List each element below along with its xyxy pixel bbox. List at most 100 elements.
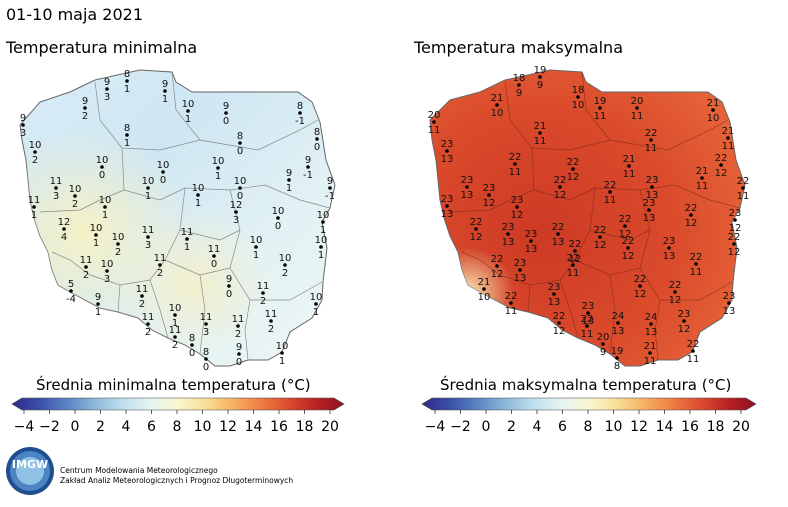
min-station: 90 [226,274,232,300]
max-station-dot [732,242,736,246]
min-station-dot [190,343,194,347]
max-station: 189 [513,73,526,99]
max-station-dot [741,186,745,190]
min-station: 101 [317,210,330,236]
min-tick-label: 10 [194,419,212,435]
min-station: 101 [250,235,263,261]
min-tick-label: 18 [296,419,314,435]
max-station-extreme: 11 [722,141,735,152]
max-station-value: 22 [491,254,504,265]
min-station: 5-4 [66,279,76,305]
min-station-extreme: 1 [195,198,201,209]
min-station-extreme: 1 [286,183,292,194]
colorbar-min: −4 −2 0 2 4 6 8 10 12 14 16 18 20 [11,397,345,435]
min-station: 101 [99,195,112,221]
min-station-extreme: 1 [93,238,99,249]
min-station-dot [236,324,240,328]
min-station-value: 8 [314,127,320,138]
max-station: 209 [597,332,610,358]
max-tick-label: −2 [450,419,471,435]
max-station-value: 22 [669,280,682,291]
max-tick-label: 18 [707,419,725,435]
max-station-value: 23 [723,291,736,302]
max-station-value: 23 [461,175,474,186]
min-station-dot [100,165,104,169]
min-station-dot [185,237,189,241]
min-station-extreme: 2 [72,199,78,210]
max-station-dot [700,176,704,180]
max-station-dot [517,83,521,87]
min-station: 101 [169,303,182,329]
max-station-extreme: 12 [483,198,496,209]
max-station-dot [608,190,612,194]
min-station: 80 [314,127,320,153]
min-station-extreme: -1 [295,116,305,127]
min-station: 123 [230,200,243,226]
min-station-value: 11 [142,312,155,323]
max-station-dot [445,204,449,208]
max-station-dot [615,356,619,360]
min-station-dot [212,254,216,258]
max-station-dot [573,249,577,253]
min-station: 111 [181,227,194,253]
min-station-value: 10 [142,176,155,187]
min-station-extreme: 3 [20,128,26,139]
map-title-max: Temperatura maksymalna [414,38,623,57]
max-station: 199 [534,65,547,91]
min-station-dot [254,245,258,249]
max-station-value: 21 [707,98,720,109]
max-station-value: 22 [552,222,565,233]
min-station: 100 [234,176,247,202]
min-station-extreme: 2 [83,270,89,281]
min-station-dot [237,352,241,356]
max-station-value: 21 [623,154,636,165]
min-station-dot [238,141,242,145]
org-line-2: Zakład Analiz Meteorologicznych i Progno… [60,476,294,485]
max-station-extreme: 13 [582,316,595,327]
max-station-extreme: 11 [631,111,644,122]
min-tick-label: −4 [14,419,35,435]
max-station-extreme: 13 [441,154,454,165]
max-station-value: 22 [604,180,617,191]
min-station: 81 [124,69,130,95]
max-station-value: 18 [513,73,526,84]
max-station-dot [719,163,723,167]
min-station: 91 [162,79,168,105]
logo-text: IMGW [11,458,49,471]
max-station-extreme: 11 [505,306,518,317]
min-station-extreme: 0 [314,142,320,153]
min-station-extreme: 0 [236,357,242,368]
min-station-value: 10 [276,341,289,352]
max-tick-label: −4 [425,419,446,435]
min-station: 112 [136,284,149,310]
max-station-value: 22 [567,253,580,264]
max-station-dot [650,185,654,189]
min-station: 112 [80,255,93,281]
max-station-dot [691,349,695,353]
min-station-extreme: 1 [145,191,151,202]
min-station-extreme: 3 [104,274,110,285]
min-station-value: 10 [315,235,328,246]
min-station: 112 [265,309,278,335]
min-station-value: 10 [157,160,170,171]
min-station-dot [73,194,77,198]
min-station-value: 5 [68,279,74,290]
min-station-value: 11 [142,225,155,236]
min-station-dot [116,242,120,246]
max-station-value: 23 [483,183,496,194]
voivodeship-borders-max [449,71,741,361]
